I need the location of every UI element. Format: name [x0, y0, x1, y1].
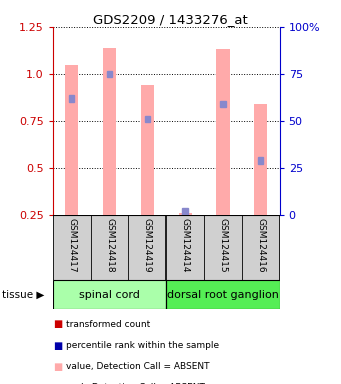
Text: ■: ■: [53, 319, 62, 329]
Text: ■: ■: [53, 341, 62, 351]
Bar: [182, 208, 188, 215]
Bar: [107, 71, 112, 77]
Bar: [179, 213, 192, 215]
Bar: [166, 280, 280, 309]
Text: ■: ■: [53, 383, 62, 384]
Bar: [53, 280, 166, 309]
Text: GSM124416: GSM124416: [256, 218, 265, 273]
Bar: [242, 215, 280, 280]
Text: GSM124415: GSM124415: [219, 218, 227, 273]
Bar: [53, 215, 91, 280]
Bar: [53, 280, 166, 309]
Bar: [166, 280, 280, 309]
Text: GSM124414: GSM124414: [181, 218, 190, 273]
Text: rank, Detection Call = ABSENT: rank, Detection Call = ABSENT: [66, 383, 205, 384]
Bar: [129, 215, 166, 280]
Bar: [258, 157, 263, 164]
Text: value, Detection Call = ABSENT: value, Detection Call = ABSENT: [66, 362, 210, 371]
Text: GSM124417: GSM124417: [67, 218, 76, 273]
Bar: [166, 215, 204, 280]
Text: GDS2209 / 1433276_at: GDS2209 / 1433276_at: [93, 13, 248, 26]
Bar: [103, 48, 116, 215]
Text: transformed count: transformed count: [66, 320, 151, 329]
Bar: [216, 50, 229, 215]
Bar: [254, 104, 267, 215]
Text: dorsal root ganglion: dorsal root ganglion: [167, 290, 279, 300]
Bar: [65, 65, 78, 215]
Bar: [91, 215, 129, 280]
Bar: [141, 85, 154, 215]
Text: percentile rank within the sample: percentile rank within the sample: [66, 341, 220, 350]
Bar: [69, 95, 74, 102]
Bar: [204, 215, 242, 280]
Text: GSM124419: GSM124419: [143, 218, 152, 273]
Text: GSM124418: GSM124418: [105, 218, 114, 273]
Text: ■: ■: [53, 362, 62, 372]
Bar: [145, 116, 150, 122]
Bar: [220, 101, 226, 108]
Text: tissue ▶: tissue ▶: [2, 290, 44, 300]
Text: spinal cord: spinal cord: [79, 290, 140, 300]
